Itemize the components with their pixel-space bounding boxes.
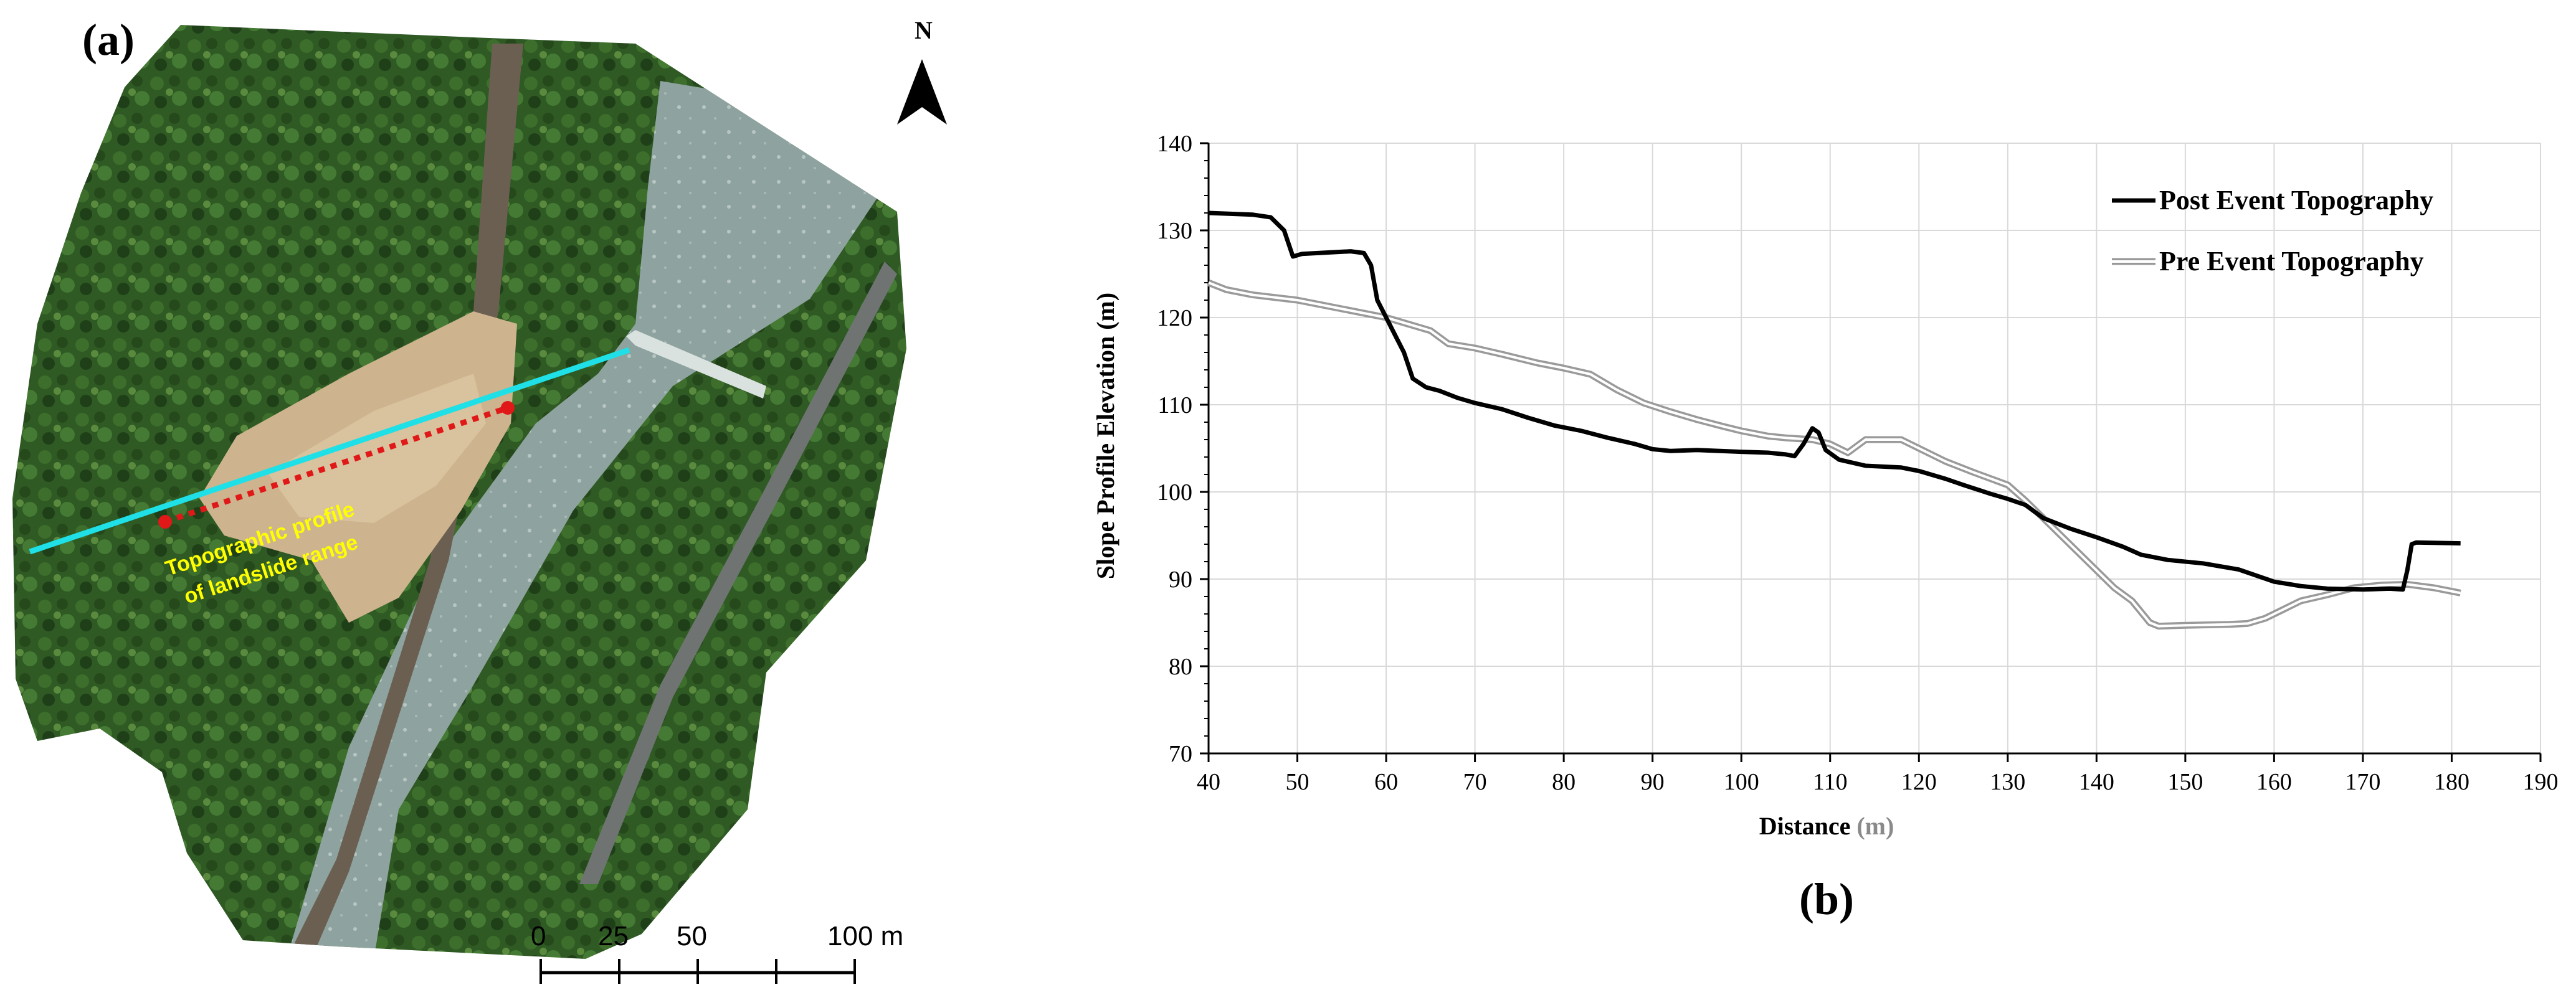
x-tick-label: 150 bbox=[2167, 769, 2203, 795]
legend-item: Post Event Topography bbox=[2112, 185, 2433, 215]
x-tick-label: 130 bbox=[1990, 769, 2025, 795]
x-tick-label: 50 bbox=[1286, 769, 1309, 795]
x-tick-label: 70 bbox=[1463, 769, 1487, 795]
x-axis-label-unit: (m) bbox=[1856, 812, 1894, 840]
photo-content bbox=[12, 25, 906, 959]
y-axis-label: Slope Profile Elevation (m) bbox=[1091, 293, 1119, 579]
series-pre-event bbox=[1207, 279, 2461, 630]
x-tick-label: 180 bbox=[2434, 769, 2469, 795]
legend-label: Pre Event Topography bbox=[2159, 246, 2424, 276]
series-line bbox=[1208, 210, 2461, 592]
plot-area bbox=[1209, 143, 2540, 753]
scale-tick-100m: 100 m bbox=[827, 921, 903, 951]
x-axis-label-text: Distance bbox=[1759, 812, 1851, 840]
x-tick-label: 190 bbox=[2523, 769, 2559, 795]
legend-label: Post Event Topography bbox=[2159, 185, 2433, 215]
y-tick-label: 90 bbox=[1169, 567, 1192, 593]
elevation-chart: 40 50 60 70 80 90 100 110 120 130 140 150 160 170 180 1… bbox=[1091, 131, 2559, 924]
aerial-photo: Topographic profile of landslide range (… bbox=[12, 15, 947, 984]
elevation-profile-panel: 40 50 60 70 80 90 100 110 120 130 140 150 160 170 180 1… bbox=[1059, 0, 2576, 1000]
north-label: N bbox=[915, 16, 933, 44]
legend: Post Event Topography Pre Event Topograph… bbox=[2112, 185, 2433, 276]
x-tick-label: 170 bbox=[2345, 769, 2380, 795]
river bbox=[287, 81, 885, 959]
y-tick-label: 110 bbox=[1157, 392, 1192, 418]
y-tick-label: 70 bbox=[1169, 741, 1192, 767]
landslide-range-line bbox=[164, 405, 509, 525]
legend-item: Pre Event Topography bbox=[2112, 246, 2424, 276]
y-tick-label: 140 bbox=[1157, 131, 1192, 157]
y-tick-label: 130 bbox=[1157, 218, 1192, 244]
x-tick-label: 120 bbox=[1901, 769, 1937, 795]
x-tick-label: 100 bbox=[1724, 769, 1759, 795]
panel-a-label: (a) bbox=[82, 15, 135, 65]
x-tick-label: 40 bbox=[1197, 769, 1220, 795]
axes: 40 50 60 70 80 90 100 110 120 130 140 150 160 170 180 1… bbox=[1157, 131, 2559, 795]
x-tick-label: 160 bbox=[2256, 769, 2292, 795]
scale-tick-50: 50 bbox=[677, 921, 707, 951]
panel-b-label: (b) bbox=[1799, 874, 1854, 924]
weir bbox=[626, 330, 766, 399]
north-arrow-icon bbox=[897, 59, 947, 125]
x-tick-label: 140 bbox=[2079, 769, 2114, 795]
y-tick-label: 120 bbox=[1157, 305, 1192, 331]
aerial-map-panel: Topographic profile of landslide range (… bbox=[0, 0, 972, 1000]
x-tick-label: 80 bbox=[1552, 769, 1576, 795]
railway bbox=[287, 44, 523, 959]
x-axis-label: Distance (m) bbox=[1759, 812, 1894, 840]
scale-tick-0: 0 bbox=[531, 921, 546, 951]
series-line-inner bbox=[1208, 281, 2461, 628]
topographic-profile-line bbox=[29, 347, 630, 555]
scale-bar bbox=[539, 959, 856, 984]
grid bbox=[1208, 143, 2541, 754]
scale-tick-25: 25 bbox=[598, 921, 629, 951]
series-post-event bbox=[1208, 210, 2461, 592]
x-tick-label: 110 bbox=[1813, 769, 1848, 795]
x-tick-label: 60 bbox=[1374, 769, 1398, 795]
road bbox=[579, 262, 897, 884]
x-tick-label: 90 bbox=[1641, 769, 1665, 795]
series bbox=[1207, 210, 2461, 630]
y-tick-label: 80 bbox=[1169, 654, 1192, 680]
y-tick-label: 100 bbox=[1157, 479, 1192, 506]
